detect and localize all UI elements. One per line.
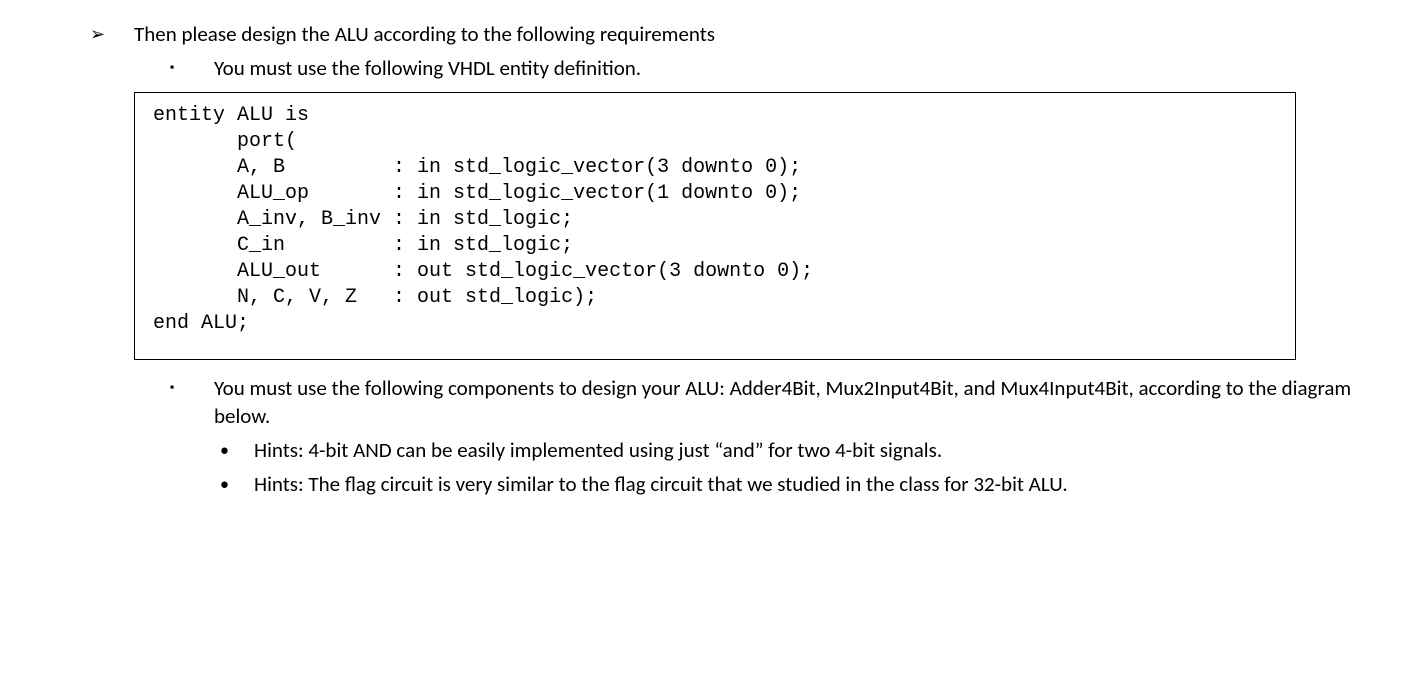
line3-text: You must use the following components to… (214, 374, 1376, 430)
line2-text: You must use the following VHDL entity d… (214, 54, 641, 82)
square-bullet-icon: ▪ (170, 374, 214, 430)
square-bullet-1: ▪ You must use the following VHDL entity… (170, 54, 1376, 82)
square-bullet-icon: ▪ (170, 54, 214, 82)
vhdl-code-box: entity ALU is port( A, B : in std_logic_… (134, 92, 1296, 360)
square-bullet-2: ▪ You must use the following components … (170, 374, 1376, 430)
dot-bullet-icon: • (214, 436, 254, 464)
dot-bullet-icon: • (214, 470, 254, 498)
dot-bullet-1: • Hints: 4-bit AND can be easily impleme… (214, 436, 1376, 464)
line1-text: Then please design the ALU according to … (134, 20, 715, 48)
arrow-bullet-icon: ➢ (90, 20, 134, 48)
dot-bullet-2: • Hints: The flag circuit is very simila… (214, 470, 1376, 498)
hint1-text: Hints: 4-bit AND can be easily implement… (254, 436, 942, 464)
top-level-bullet: ➢ Then please design the ALU according t… (90, 20, 1376, 48)
hint2-text: Hints: The flag circuit is very similar … (254, 470, 1068, 498)
